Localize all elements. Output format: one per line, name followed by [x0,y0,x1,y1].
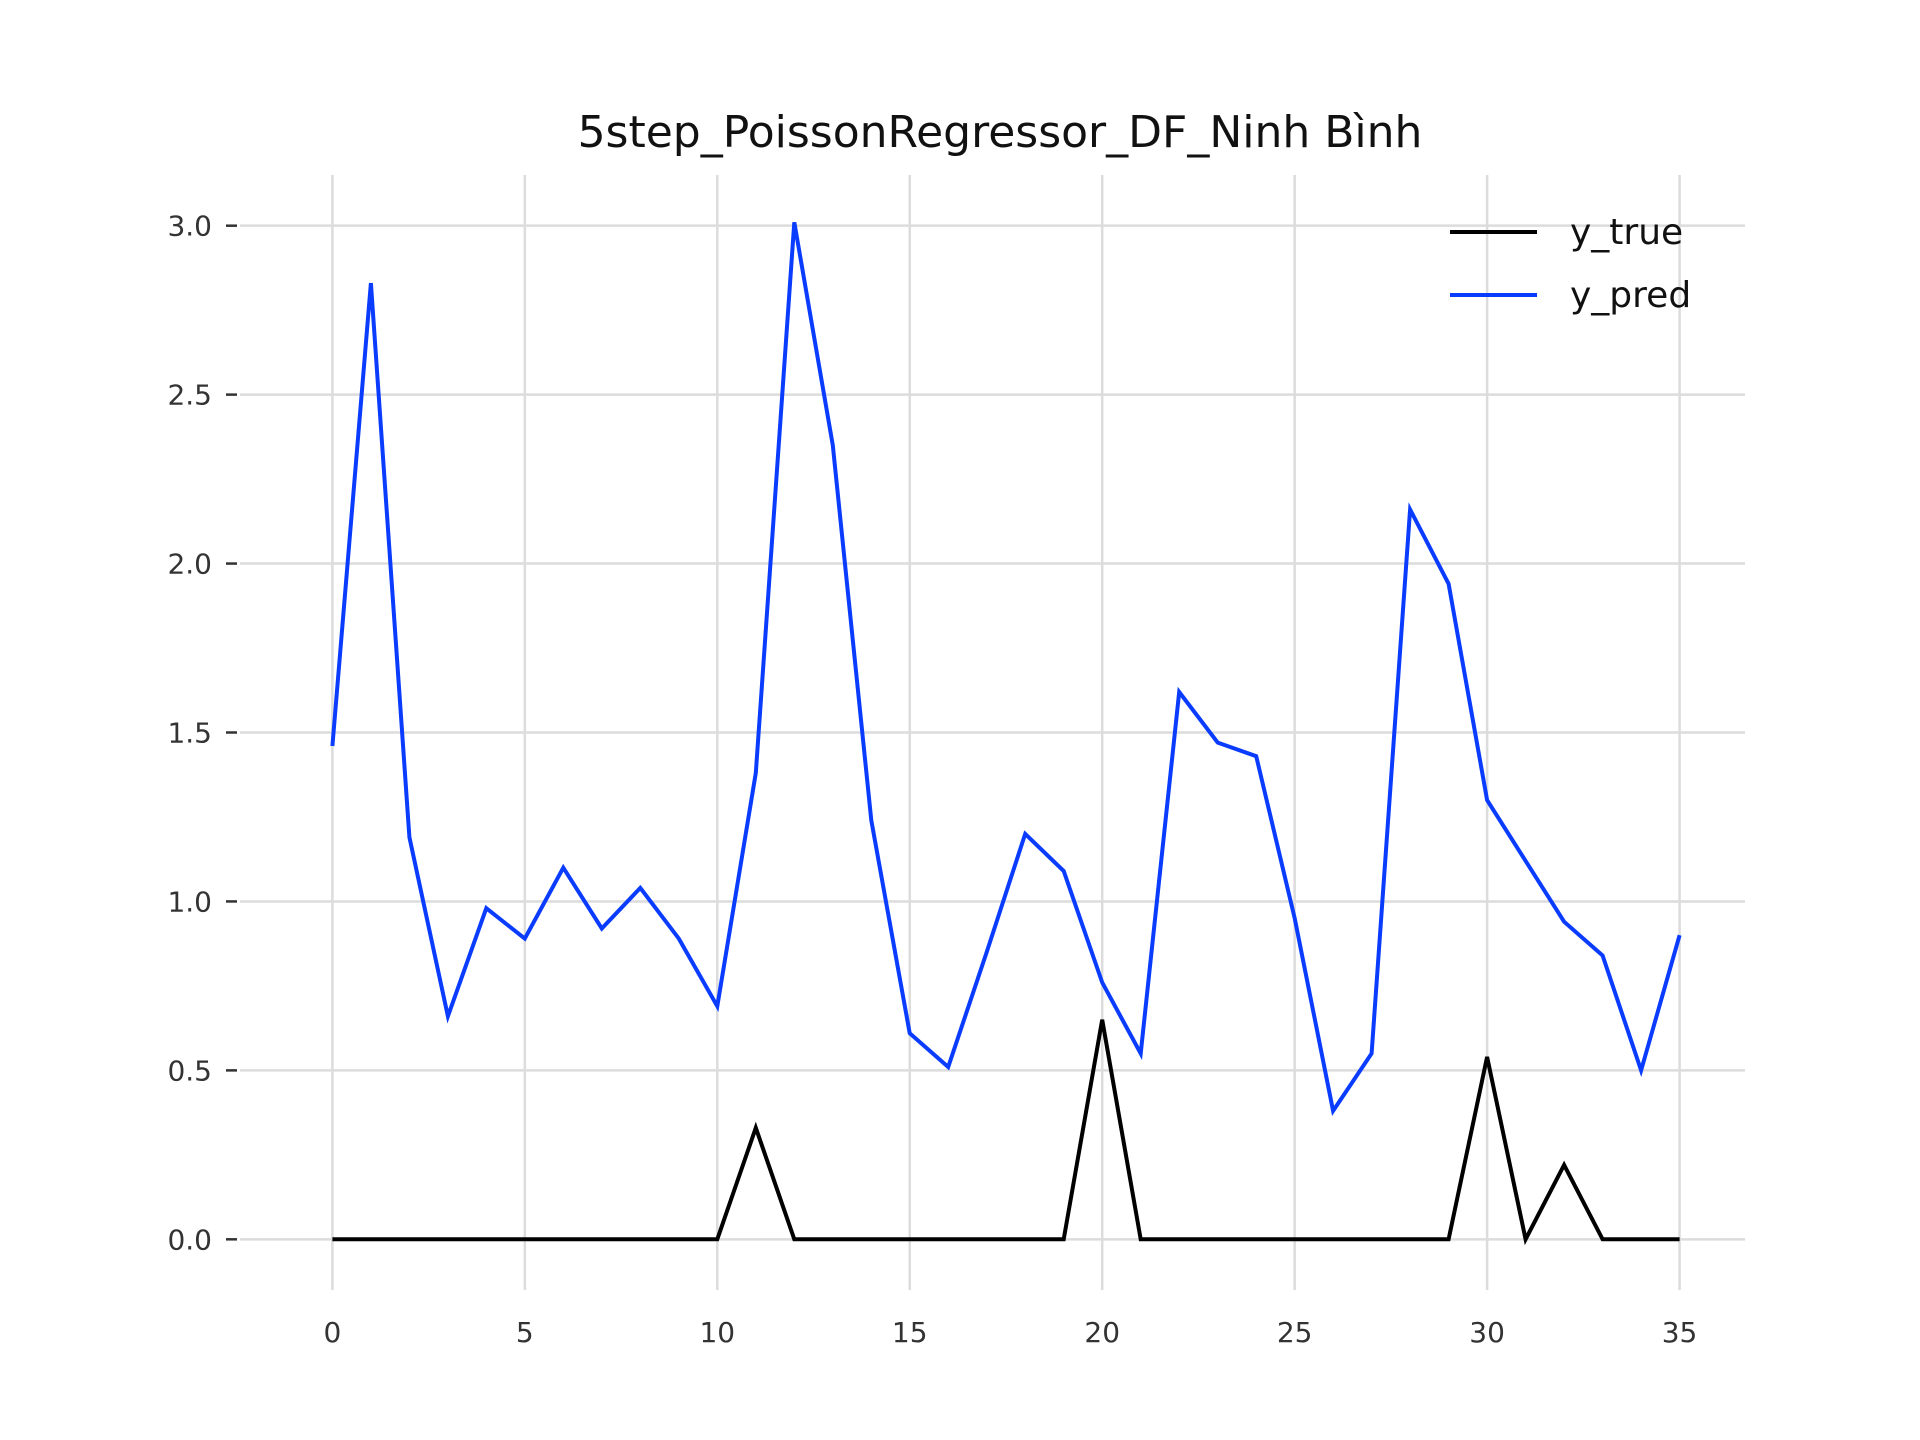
y-tick-label: 3.0 [167,210,212,243]
x-tick-label: 35 [1662,1316,1698,1349]
x-tick-label: 5 [516,1316,534,1349]
x-tick-label: 10 [699,1316,735,1349]
legend-label-y-pred: y_pred [1570,275,1691,316]
x-tick-label: 15 [892,1316,928,1349]
chart-title: 5step_PoissonRegressor_DF_Ninh Bình [578,107,1423,158]
axes: 0 5 10 15 20 25 30 35 0.0 0.5 1.0 1.5 2.0 2.5 3.0 [167,210,1697,1349]
legend: y_true y_pred [1450,212,1691,316]
series-lines [330,221,1682,1246]
legend-label-y-true: y_true [1570,212,1683,253]
y-tick-label: 2.5 [167,379,212,412]
x-tick-label: 0 [323,1316,341,1349]
x-tick-label: 25 [1277,1316,1313,1349]
x-tick-label: 30 [1469,1316,1505,1349]
y-tick-label: 0.5 [167,1054,212,1087]
series-line-y-true [332,1019,1680,1246]
y-tick-label: 1.5 [167,717,212,750]
y-tick-label: 0.0 [167,1223,212,1256]
y-tick-label: 1.0 [167,885,212,918]
x-tick-label: 20 [1084,1316,1120,1349]
series-line-y-pred [330,221,1682,1117]
grid [240,175,1745,1290]
y-tick-label: 2.0 [167,548,212,581]
